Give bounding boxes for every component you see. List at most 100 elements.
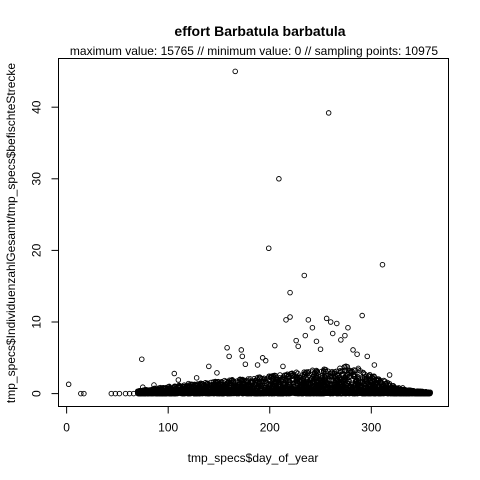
data-point xyxy=(220,390,226,397)
y-axis-label: tmp_specs$IndividuenzahlGesamt/tmp_specs… xyxy=(4,63,18,404)
data-point xyxy=(373,376,380,383)
data-point xyxy=(295,389,301,395)
data-point xyxy=(378,379,385,386)
data-point xyxy=(386,380,393,387)
data-point xyxy=(285,374,291,380)
data-point xyxy=(216,383,222,389)
data-point xyxy=(368,389,375,395)
chart-subtitle: maximum value: 15765 // minimum value: 0… xyxy=(70,44,439,58)
data-point xyxy=(265,245,272,252)
data-point xyxy=(208,390,214,397)
data-point xyxy=(360,390,366,396)
data-point xyxy=(327,381,333,388)
data-point xyxy=(287,390,293,397)
data-point xyxy=(206,363,212,370)
data-point xyxy=(78,390,84,397)
data-point xyxy=(283,317,289,323)
data-point xyxy=(184,390,190,396)
data-point xyxy=(116,390,123,397)
data-point xyxy=(272,382,278,389)
x-axis: 0 100 200 300 xyxy=(63,406,382,435)
data-point xyxy=(275,389,282,396)
dense-point-band xyxy=(134,363,433,397)
data-point xyxy=(309,367,316,374)
data-point xyxy=(262,357,269,364)
data-point xyxy=(354,373,361,380)
data-point xyxy=(303,390,309,397)
data-point xyxy=(426,390,432,396)
data-point xyxy=(184,382,191,389)
data-point xyxy=(226,382,233,389)
data-point xyxy=(264,387,270,393)
data-point xyxy=(389,384,396,391)
data-point xyxy=(259,355,266,361)
data-point xyxy=(122,390,129,397)
data-point xyxy=(139,356,145,362)
data-point xyxy=(323,315,330,322)
data-point xyxy=(214,370,220,376)
data-point xyxy=(286,373,292,379)
data-point xyxy=(295,343,301,350)
data-point xyxy=(269,390,275,397)
data-point xyxy=(290,381,296,388)
data-point xyxy=(210,384,217,391)
data-point xyxy=(289,372,295,378)
data-point xyxy=(261,390,267,397)
data-point xyxy=(171,370,178,377)
data-point xyxy=(243,382,249,389)
data-point xyxy=(344,380,350,386)
data-point xyxy=(339,368,345,374)
data-point xyxy=(65,381,72,388)
y-axis: 0 10 20 30 40 xyxy=(30,100,59,397)
y-tick-label: 40 xyxy=(30,100,44,114)
data-point xyxy=(210,390,216,397)
data-point xyxy=(126,390,133,397)
data-point xyxy=(345,324,351,331)
data-point xyxy=(301,272,308,279)
y-tick-label: 10 xyxy=(30,315,44,329)
data-point xyxy=(332,390,338,396)
data-point xyxy=(287,314,293,320)
data-point xyxy=(247,390,253,397)
data-point xyxy=(347,390,353,396)
data-point xyxy=(331,370,337,376)
data-point xyxy=(311,389,318,395)
data-point xyxy=(309,369,316,375)
data-point xyxy=(160,385,167,391)
data-point xyxy=(280,363,286,370)
data-point xyxy=(323,389,329,395)
data-point xyxy=(282,386,288,393)
data-point xyxy=(379,261,386,268)
data-point xyxy=(359,312,365,319)
data-point xyxy=(192,382,198,389)
data-point xyxy=(319,388,326,395)
data-point xyxy=(176,384,183,390)
data-point xyxy=(414,390,420,397)
data-point xyxy=(242,361,249,368)
data-point xyxy=(343,363,349,369)
data-point xyxy=(325,110,332,116)
data-point xyxy=(137,390,143,397)
data-point xyxy=(287,289,293,296)
data-point xyxy=(261,375,267,381)
data-point xyxy=(386,372,393,378)
data-point xyxy=(150,390,157,396)
y-tick-label: 20 xyxy=(30,243,44,257)
data-point xyxy=(238,347,245,353)
data-point xyxy=(293,369,300,376)
data-point xyxy=(272,342,278,349)
data-point xyxy=(253,378,259,384)
data-point xyxy=(257,375,264,381)
x-tick-label: 100 xyxy=(158,421,178,435)
data-point xyxy=(216,389,223,396)
chart-title: effort Barbatula barbatula xyxy=(174,23,345,39)
data-point xyxy=(250,378,256,384)
data-point xyxy=(291,380,297,387)
data-point xyxy=(166,387,173,394)
y-tick-label: 30 xyxy=(30,172,44,186)
data-point xyxy=(108,390,115,397)
plot-frame xyxy=(58,58,449,407)
data-point xyxy=(306,389,313,395)
data-point xyxy=(302,370,308,376)
data-point xyxy=(338,337,344,343)
